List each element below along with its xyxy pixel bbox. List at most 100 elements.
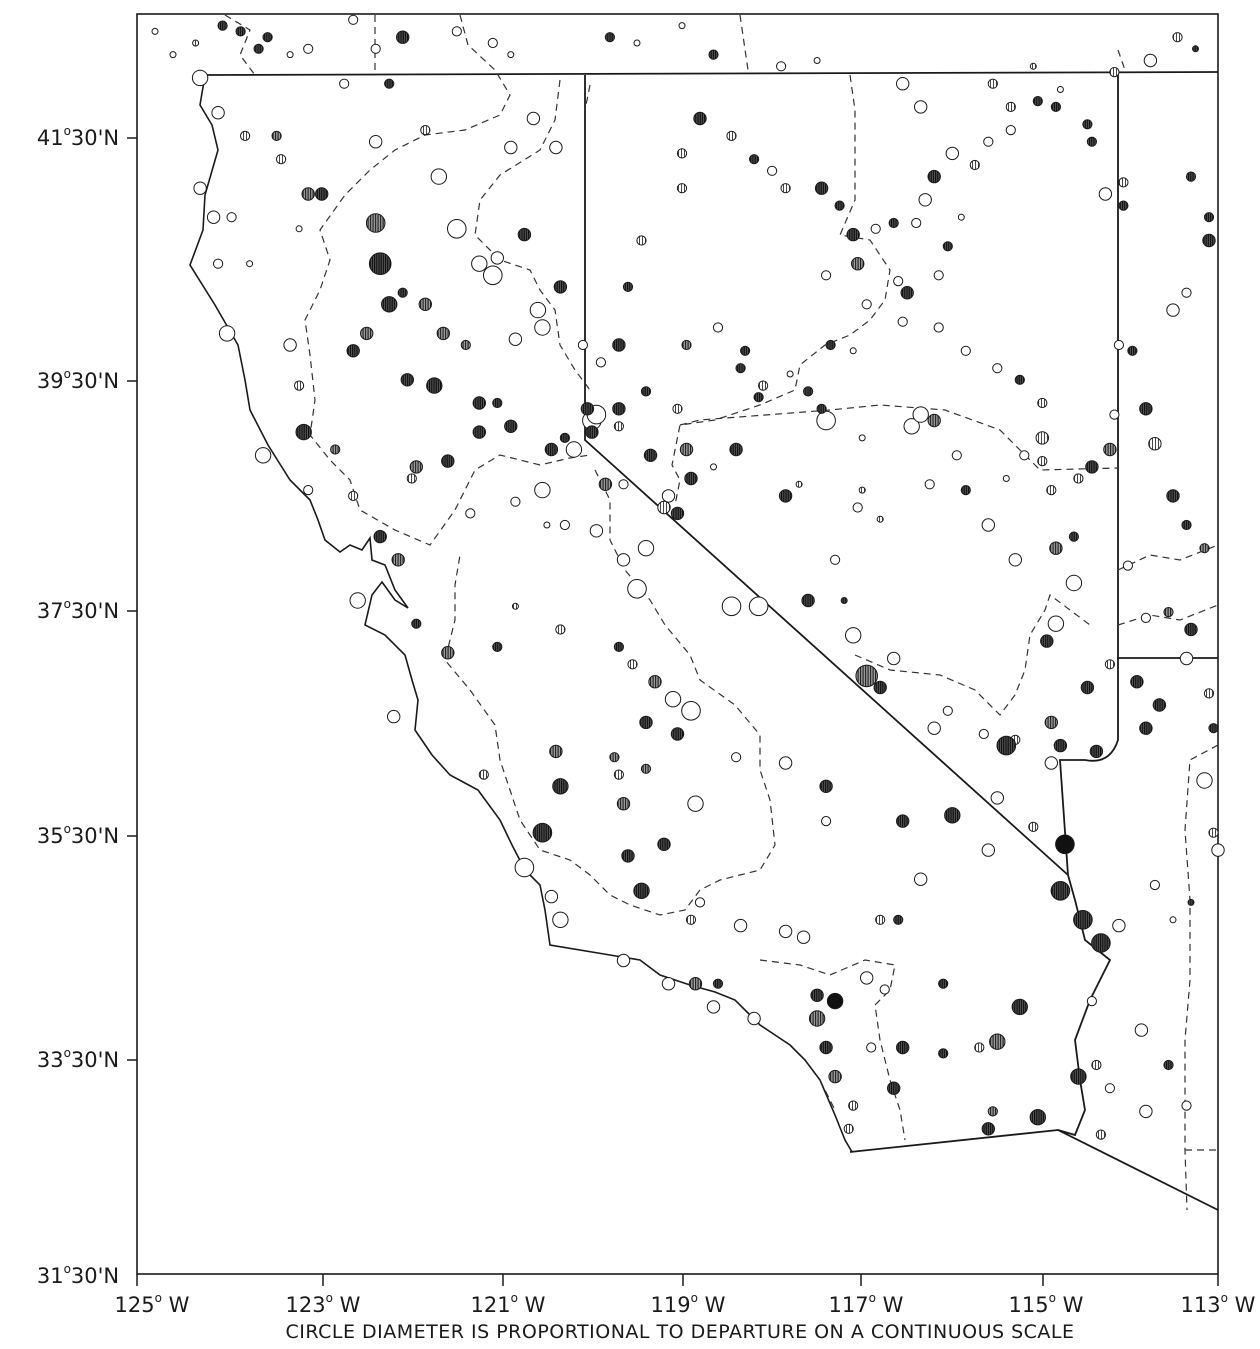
station-symbol-dark xyxy=(492,397,503,409)
station-symbol-dark xyxy=(622,281,634,292)
station-symbol-dark xyxy=(1185,171,1197,182)
station-symbol-medium xyxy=(549,744,563,759)
station-symbol-open xyxy=(206,210,221,224)
station-symbol-open xyxy=(577,339,589,351)
station-symbols xyxy=(151,14,1225,1140)
station-symbol-light xyxy=(294,380,305,391)
station-symbol-dark xyxy=(1053,738,1068,753)
station-symbol-open xyxy=(1166,303,1180,317)
lat-label-31-30: 31o30'N xyxy=(37,1262,119,1288)
station-symbol-light xyxy=(1035,431,1050,445)
station-symbol-medium xyxy=(1049,541,1063,555)
station-symbol-dark xyxy=(397,287,408,298)
station-symbol-open xyxy=(866,1042,877,1053)
station-symbol-dark xyxy=(1208,723,1219,734)
station-symbol-open xyxy=(1002,475,1010,482)
station-symbol-dark xyxy=(944,807,961,824)
station-symbol-light xyxy=(1028,821,1039,833)
station-symbol-open xyxy=(534,319,551,336)
station-symbol-dark xyxy=(670,506,685,521)
station-symbol-open xyxy=(747,1011,761,1026)
station-symbol-open xyxy=(957,213,965,221)
station-symbol-open xyxy=(565,441,583,458)
station-symbol-dark xyxy=(846,227,860,242)
map-frame xyxy=(136,13,1219,1275)
station-symbol-dark xyxy=(517,227,532,242)
station-symbol-medium xyxy=(301,187,315,201)
station-symbol-open xyxy=(681,701,701,721)
station-symbol-dark xyxy=(900,286,914,300)
station-symbol-open xyxy=(191,69,209,87)
station-symbol-open xyxy=(858,434,866,442)
station-symbol-dark xyxy=(938,1048,949,1059)
lon-label-121: 121o W xyxy=(471,1291,546,1317)
station-symbol-dark xyxy=(1139,721,1153,735)
station-symbol-dark xyxy=(740,345,751,356)
station-symbol-open xyxy=(887,651,901,666)
station-symbol-open xyxy=(821,270,832,281)
station-symbol-open xyxy=(637,540,655,557)
station-symbol-open xyxy=(246,260,254,268)
station-symbol-dark xyxy=(1184,622,1198,637)
station-symbol-open xyxy=(616,553,631,567)
station-symbol-medium xyxy=(828,1069,842,1084)
station-symbol-open xyxy=(1143,53,1158,68)
station-symbol-light xyxy=(1037,456,1048,467)
station-symbol-open xyxy=(1109,409,1120,420)
station-symbol-light xyxy=(1109,67,1120,78)
station-symbol-dark xyxy=(585,425,599,439)
station-symbol-light xyxy=(192,39,200,47)
station-symbol-medium xyxy=(365,213,386,233)
station-symbol-open xyxy=(879,984,890,995)
station-symbol-medium xyxy=(927,413,941,428)
station-symbol-medium xyxy=(391,553,405,567)
division-boundaries xyxy=(224,14,1219,1211)
station-symbol-open xyxy=(933,322,944,333)
station-symbol-open xyxy=(813,57,821,64)
station-symbol-open xyxy=(254,447,272,464)
station-symbol-light xyxy=(1208,827,1219,838)
station-symbol-dark xyxy=(384,78,395,89)
station-symbol-open xyxy=(1047,615,1065,632)
station-symbol-open xyxy=(211,106,225,120)
station-symbol-dark xyxy=(396,30,410,44)
station-symbol-open xyxy=(914,872,928,886)
state-borders xyxy=(204,71,1219,1211)
station-symbol-open xyxy=(226,212,237,223)
station-symbol-dark xyxy=(1166,489,1180,503)
station-symbol-dark xyxy=(1163,1059,1174,1071)
lat-label-33-30: 33o30'N xyxy=(37,1046,119,1072)
station-symbol-open xyxy=(821,816,832,827)
station-symbol-dark xyxy=(1127,345,1138,356)
station-symbol-open xyxy=(981,518,995,532)
station-symbol-light xyxy=(974,1042,985,1053)
station-symbol-light xyxy=(843,1123,854,1134)
station-symbol-dark xyxy=(441,454,455,468)
station-symbol-dark xyxy=(315,187,329,201)
station-symbol-dark xyxy=(896,1040,910,1055)
station-symbol-open xyxy=(534,481,551,499)
station-symbol-light xyxy=(348,490,359,501)
station-symbol-medium xyxy=(855,664,879,688)
station-symbol-medium xyxy=(688,977,703,991)
station-symbol-medium xyxy=(987,1106,998,1117)
station-symbol-open xyxy=(687,795,704,812)
station-symbol-open xyxy=(1104,1083,1116,1094)
station-symbol-dark xyxy=(604,32,616,43)
station-symbol-open xyxy=(1140,612,1152,624)
station-symbol-medium xyxy=(1044,715,1059,730)
station-symbol-medium xyxy=(648,675,662,689)
station-symbol-light xyxy=(240,130,251,141)
station-symbol-dark xyxy=(1203,212,1215,223)
station-symbol-medium xyxy=(271,130,282,141)
lat-label-39-30: 39o30'N xyxy=(37,367,119,393)
station-symbol-dark xyxy=(295,423,312,441)
station-symbol-medium xyxy=(418,297,432,311)
station-symbol-light xyxy=(613,769,625,780)
station-symbol-open xyxy=(1122,560,1134,571)
station-symbol-open xyxy=(933,270,944,281)
station-symbol-dark xyxy=(887,1081,901,1095)
station-symbol-medium xyxy=(1163,607,1174,618)
station-symbol-open xyxy=(616,953,631,968)
station-symbol-open xyxy=(981,843,995,857)
